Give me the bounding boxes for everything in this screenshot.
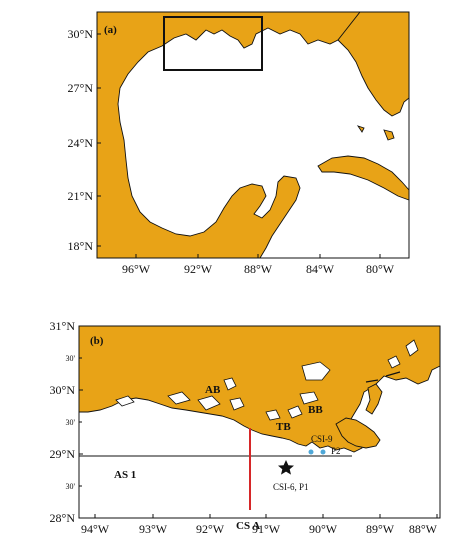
- panel-a-lon-axis: 96°W 92°W 88°W 84°W 80°W: [122, 254, 395, 276]
- lat-tick-label: 27°N: [68, 81, 94, 95]
- panel-a: (a) 30°N 27°N 24°N 21°N 18°N 96°W 92°W 8…: [68, 11, 410, 276]
- mississippi-delta: [335, 417, 381, 449]
- lake-7: [387, 355, 401, 369]
- p2-station-dot: [320, 449, 326, 455]
- study-area-box: [163, 16, 263, 71]
- lake-6: [405, 339, 419, 357]
- place-label-ab: AB: [205, 384, 221, 396]
- lon-tick-label: 84°W: [306, 262, 335, 276]
- lat-tick-label: 29°N: [50, 447, 76, 461]
- lat-tick-label: 30°N: [50, 383, 76, 397]
- place-label-as1: AS 1: [114, 469, 136, 481]
- place-label-csi9: CSI-9: [311, 434, 333, 444]
- lon-tick-label: 96°W: [122, 262, 151, 276]
- lake-bb: [299, 391, 319, 405]
- panel-b-lon-axis: 94°W 93°W 92°W 91°W 90°W 89°W 88°W: [81, 514, 438, 536]
- lat-tick-label: 28°N: [50, 511, 76, 525]
- lat-tick-label: 30': [66, 354, 76, 363]
- place-label-csa: CS A: [236, 520, 260, 532]
- panel-b-label: (b): [90, 335, 104, 347]
- lon-tick-label: 88°W: [409, 522, 438, 536]
- csi6-p1-station-star: [278, 460, 294, 475]
- lake-tb: [265, 409, 281, 421]
- lon-tick-label: 94°W: [81, 522, 110, 536]
- lat-tick-label: 24°N: [68, 136, 94, 150]
- panel-a-lat-axis: 30°N 27°N 24°N 21°N 18°N: [68, 27, 101, 253]
- lon-tick-label: 92°W: [196, 522, 225, 536]
- lake-3: [229, 397, 245, 411]
- barrier-island: [385, 371, 401, 377]
- lat-tick-label: 31°N: [50, 319, 76, 333]
- lake-2: [197, 395, 221, 411]
- lat-tick-label: 21°N: [68, 189, 94, 203]
- lon-tick-label: 92°W: [184, 262, 213, 276]
- lat-tick-label: 30': [66, 418, 76, 427]
- cuba-island: [317, 155, 410, 201]
- florida-peninsula: [337, 11, 410, 117]
- panel-a-frame: [96, 11, 410, 259]
- lake-1: [167, 391, 191, 405]
- lat-tick-label: 30': [66, 482, 76, 491]
- panel-b: AB TB BB CSI-9 P2 AS 1 CS A CSI-6, P1 (b…: [50, 319, 441, 536]
- lon-tick-label: 80°W: [366, 262, 395, 276]
- panel-b-lat-axis: 31°N 30' 30°N 30' 29°N 30' 28°N: [50, 319, 83, 525]
- lat-tick-label: 30°N: [68, 27, 94, 41]
- barrier-island: [365, 379, 379, 383]
- lake-5: [287, 405, 303, 419]
- place-label-tb: TB: [276, 421, 291, 433]
- lake-pontchartrain: [301, 361, 331, 381]
- lake-4: [115, 395, 135, 407]
- place-label-bb: BB: [308, 404, 323, 416]
- csi9-station-dot: [308, 449, 314, 455]
- panel-a-label: (a): [104, 24, 117, 36]
- place-label-csi6: CSI-6, P1: [273, 482, 309, 492]
- key-island: [356, 125, 365, 133]
- lon-tick-label: 93°W: [139, 522, 168, 536]
- chandeleur-islands: [365, 383, 383, 415]
- louisiana-land: [78, 325, 441, 453]
- lon-tick-label: 91°W: [252, 522, 281, 536]
- bahamas-island: [383, 129, 395, 141]
- lake-ab: [223, 377, 237, 391]
- lon-tick-label: 89°W: [366, 522, 395, 536]
- lon-tick-label: 88°W: [244, 262, 273, 276]
- lat-tick-label: 18°N: [68, 239, 94, 253]
- lon-tick-label: 90°W: [309, 522, 338, 536]
- place-label-p2: P2: [331, 446, 341, 456]
